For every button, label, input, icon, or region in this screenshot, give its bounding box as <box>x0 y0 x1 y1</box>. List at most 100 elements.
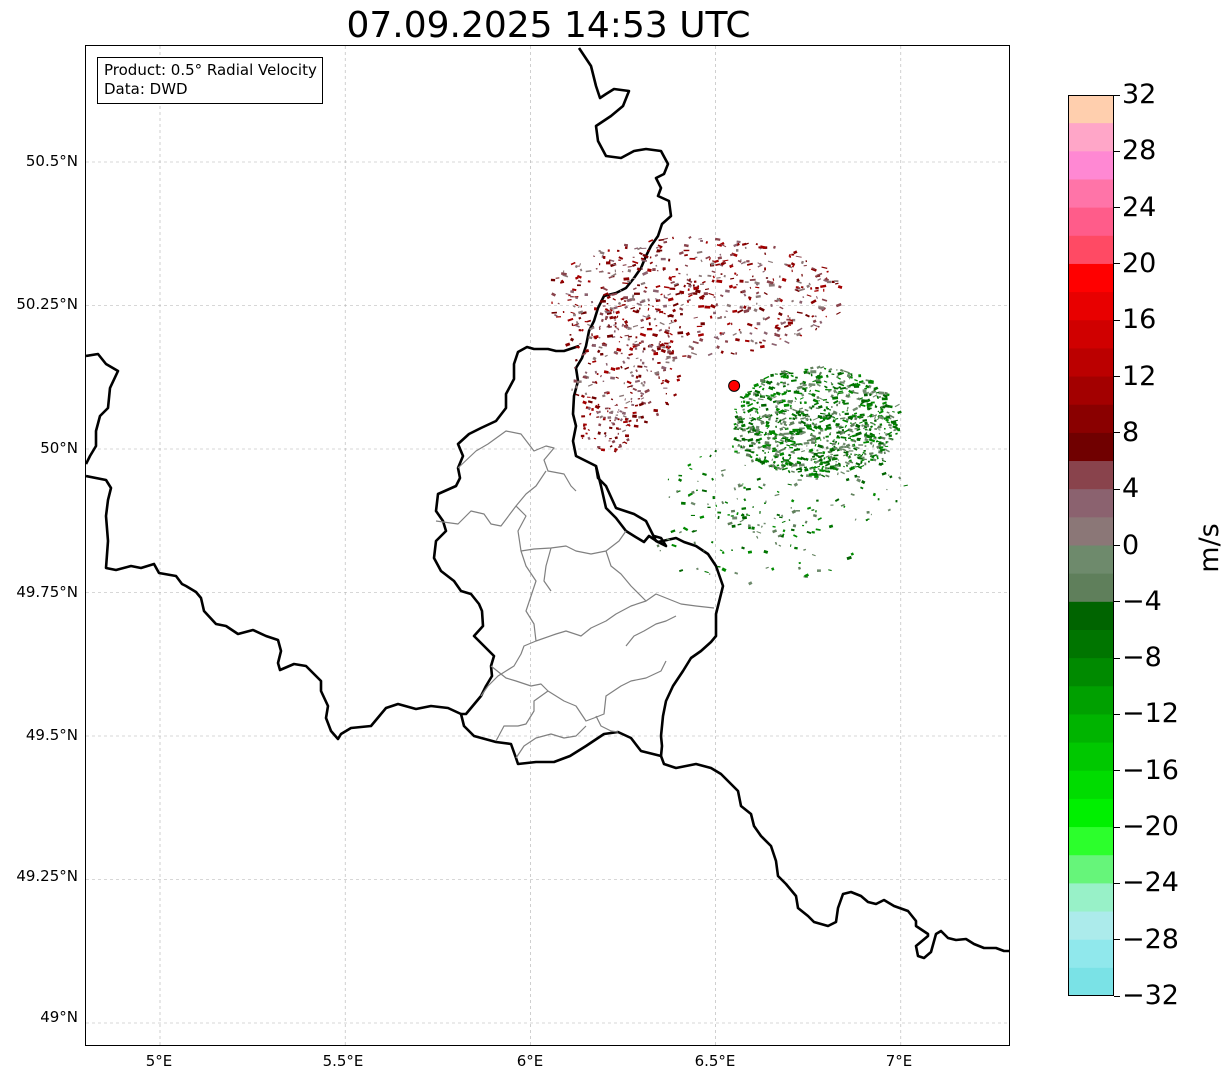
echo-pixel <box>848 394 851 396</box>
echo-pixel <box>697 330 701 334</box>
echo-pixel <box>859 403 866 407</box>
echo-pixel <box>890 420 896 424</box>
echo-pixel <box>602 255 606 259</box>
echo-pixel <box>713 296 716 299</box>
echo-pixel <box>655 309 659 313</box>
colorbar-tick-mark <box>1114 376 1120 378</box>
echo-pixel <box>656 347 662 351</box>
echo-pixel <box>655 246 659 249</box>
echo-pixel <box>792 318 796 322</box>
echo-pixel <box>662 267 666 271</box>
border-west <box>86 352 120 465</box>
echo-pixel <box>895 500 898 503</box>
echo-pixel <box>736 249 739 252</box>
echo-pixel <box>629 370 633 374</box>
echo-pixel <box>599 374 602 378</box>
echo-pixel <box>810 370 816 374</box>
echo-pixel <box>791 434 796 436</box>
country-borders <box>86 47 1009 960</box>
echo-pixel <box>667 334 671 338</box>
echo-pixel <box>627 280 631 283</box>
echo-pixel <box>788 253 791 257</box>
echo-pixel <box>641 340 644 344</box>
echo-pixel <box>668 342 671 344</box>
echo-pixel <box>766 427 768 430</box>
echo-pixel <box>812 458 817 460</box>
echo-pixel <box>617 305 622 308</box>
echo-pixel <box>683 284 687 288</box>
echo-pixel <box>604 354 608 358</box>
echo-pixel <box>726 322 731 326</box>
echo-pixel <box>737 445 742 447</box>
colorbar-segment <box>1068 911 1114 941</box>
echo-pixel <box>592 356 597 361</box>
echo-pixel <box>691 490 695 495</box>
colorbar-segment <box>1068 461 1114 490</box>
echo-pixel <box>763 549 769 554</box>
echo-pixel <box>761 449 765 452</box>
echo-pixel <box>578 316 582 320</box>
echo-pixel <box>714 237 721 241</box>
echo-pixel <box>608 411 614 415</box>
echo-pixel <box>819 457 823 460</box>
echo-pixel <box>800 474 804 478</box>
colorbar-segment <box>1068 320 1114 349</box>
echo-pixel <box>769 432 773 435</box>
echo-pixel <box>818 306 824 309</box>
lon-label-5: 5°E <box>145 1052 173 1070</box>
echo-pixel <box>793 482 799 487</box>
echo-pixel <box>720 273 723 275</box>
echo-pixel <box>619 418 623 422</box>
echo-pixel <box>837 285 843 289</box>
echo-pixel <box>857 456 864 460</box>
echo-pixel <box>676 374 682 378</box>
echo-pixel <box>668 276 673 280</box>
echo-pixel <box>743 395 749 399</box>
map-panel[interactable]: Product: 0.5° Radial Velocity Data: DWD <box>85 45 1010 1046</box>
echo-pixel <box>600 271 604 273</box>
echo-pixel <box>668 496 671 499</box>
echo-pixel <box>854 412 858 415</box>
echo-pixel <box>624 366 630 370</box>
echo-pixel <box>827 450 831 454</box>
colorbar-segment <box>1068 883 1114 913</box>
echo-pixel <box>877 498 880 501</box>
echo-pixel <box>752 427 756 430</box>
echo-pixel <box>781 277 787 282</box>
echo-pixel <box>702 472 707 476</box>
echo-pixel <box>705 255 711 260</box>
echo-pixel <box>777 533 783 538</box>
echo-pixel <box>874 428 878 430</box>
echo-pixel <box>602 418 606 421</box>
echo-pixel <box>597 349 601 354</box>
echo-pixel <box>828 367 833 372</box>
echo-pixel <box>877 425 882 429</box>
echo-pixel <box>669 287 676 290</box>
colorbar-segment <box>1068 855 1114 884</box>
echo-pixel <box>631 294 635 298</box>
echo-pixel <box>602 287 608 292</box>
echo-pixel <box>746 260 750 263</box>
echo-pixel <box>785 264 789 266</box>
echo-pixel <box>814 399 819 403</box>
echo-pixel <box>846 374 851 378</box>
echo-pixel <box>748 444 754 448</box>
echo-pixel <box>759 341 762 344</box>
colorbar-tick-mark <box>1114 263 1120 265</box>
echo-pixel <box>747 402 754 408</box>
echo-pixel <box>638 252 643 256</box>
echo-pixel <box>659 342 665 347</box>
echo-pixel <box>847 437 851 440</box>
colorbar-tick-label: 12 <box>1122 360 1157 392</box>
echo-pixel <box>768 386 774 391</box>
echo-pixel <box>775 450 781 454</box>
echo-pixel <box>613 306 618 310</box>
echo-pixel <box>809 418 812 422</box>
echo-pixel <box>740 396 745 400</box>
echo-pixel <box>838 382 845 387</box>
echo-pixel <box>791 379 797 382</box>
echo-pixel <box>842 448 847 452</box>
echo-pixel <box>584 392 588 396</box>
echo-pixel <box>620 289 622 292</box>
echo-pixel <box>663 330 670 335</box>
